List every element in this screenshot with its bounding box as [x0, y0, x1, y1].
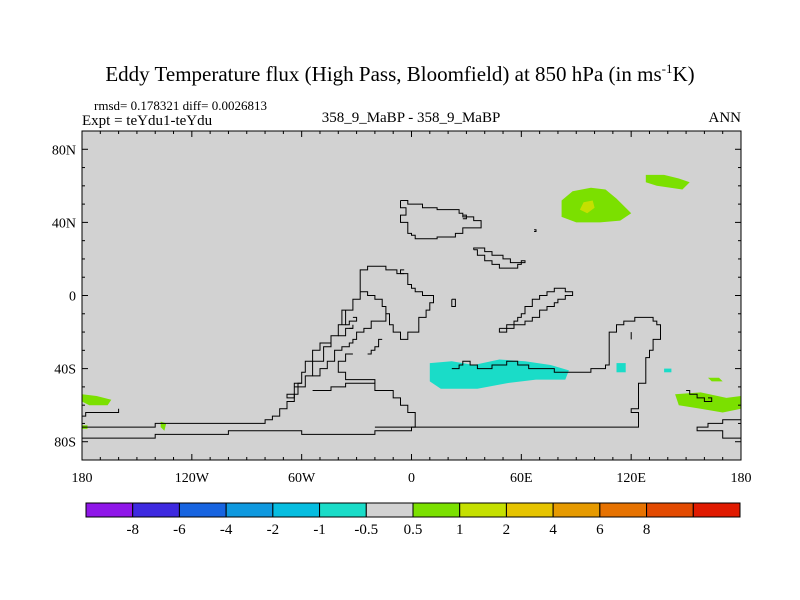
experiment-text: Expt = teYdu1-teYdu — [82, 113, 213, 129]
center-label: 358_9_MaBP - 358_9_MaBP — [322, 110, 501, 126]
colorbar-label-8: 2 — [503, 522, 511, 538]
colorbar-box-9 — [505, 502, 554, 518]
coastline-7 — [82, 382, 416, 439]
anomaly-region-2 — [645, 174, 690, 190]
y-tick-label-0: 80N — [52, 143, 76, 158]
x-tick-label-0: 180 — [72, 471, 93, 486]
coastline-5 — [82, 382, 302, 428]
axis-ticks: 180 120W 60W 0 60E 120E 180 80N 40N 0 40S 80S — [52, 130, 752, 486]
coastline-8 — [337, 353, 376, 384]
colorbar: -8 -6 -4 -2 -1 -0.5 0.5 1 2 4 6 8 — [85, 502, 741, 538]
colorbar-box-12 — [646, 502, 694, 518]
colorbar-box-8 — [459, 502, 507, 518]
anomaly-region-4 — [616, 363, 626, 373]
coastline-19 — [451, 298, 456, 307]
anomaly-region-7 — [82, 394, 112, 406]
anomaly-region-0 — [561, 187, 632, 223]
coastline-20 — [462, 214, 467, 220]
coastline-11 — [367, 338, 383, 355]
y-tick-label-3: 40S — [54, 363, 76, 378]
x-tick-label-5: 120E — [616, 471, 646, 486]
coastline-17 — [400, 269, 405, 275]
x-tick-label-2: 60W — [288, 471, 316, 486]
coastline-18 — [498, 287, 574, 333]
colorbar-label-7: 1 — [456, 522, 464, 538]
coastline-9 — [345, 316, 358, 326]
colorbar-label-1: -6 — [173, 522, 186, 538]
title-superscript: -1 — [662, 61, 673, 76]
coastline-16 — [696, 419, 741, 439]
colorbar-box-3 — [225, 502, 274, 518]
y-tick-label-4: 80S — [54, 436, 76, 451]
stats-text: rmsd= 0.178321 diff= 0.0026813 — [94, 98, 267, 113]
colorbar-label-0: -8 — [126, 522, 139, 538]
coastline-13 — [374, 316, 661, 428]
colorbar-label-9: 4 — [549, 522, 557, 538]
anomaly-region-1 — [579, 200, 595, 214]
coastline-14 — [82, 408, 120, 417]
colorbar-label-2: -4 — [220, 522, 233, 538]
y-tick-label-2: 0 — [69, 290, 76, 305]
coastline-1 — [473, 247, 526, 269]
coastline-15 — [686, 390, 713, 402]
coastline-outlines — [82, 200, 741, 439]
colorbar-label-6: 0.5 — [404, 522, 423, 538]
colorbar-box-0 — [85, 502, 134, 518]
colorbar-label-5: -0.5 — [354, 522, 378, 538]
colorbar-label-3: -2 — [267, 522, 280, 538]
colorbar-box-11 — [599, 502, 648, 518]
colorbar-label-11: 8 — [643, 522, 651, 538]
coastline-2 — [534, 229, 537, 232]
x-tick-label-4: 60E — [510, 471, 533, 486]
colorbar-box-4 — [272, 502, 321, 518]
chart-title: Eddy Temperature flux (High Pass, Bloomf… — [105, 61, 694, 86]
anomaly-region-6 — [675, 392, 741, 413]
coastline-0 — [400, 200, 482, 240]
season-label: ANN — [709, 110, 742, 126]
title-main: Eddy Temperature flux (High Pass, Bloomf… — [105, 62, 661, 86]
colorbar-box-1 — [132, 502, 180, 518]
colorbar-box-2 — [178, 502, 227, 518]
coastline-3 — [359, 265, 434, 340]
colorbar-box-10 — [552, 502, 601, 518]
colorbar-box-7 — [412, 502, 461, 518]
colorbar-label-10: 6 — [596, 522, 604, 538]
coastline-4 — [286, 291, 361, 399]
anomaly-region-8 — [708, 377, 723, 382]
anomaly-regions — [82, 174, 741, 431]
plot-background — [82, 131, 741, 460]
coastline-6 — [312, 313, 387, 377]
anomaly-region-3 — [429, 359, 569, 389]
y-tick-label-1: 40N — [52, 216, 76, 231]
colorbar-box-13 — [692, 502, 741, 518]
x-tick-label-1: 120W — [175, 471, 210, 486]
coastline-12 — [338, 327, 353, 337]
title-suffix: K) — [672, 62, 694, 86]
colorbar-label-4: -1 — [313, 522, 326, 538]
x-tick-label-6: 180 — [731, 471, 752, 486]
colorbar-box-6 — [365, 502, 414, 518]
colorbar-box-5 — [319, 502, 367, 518]
x-tick-label-3: 0 — [408, 471, 415, 486]
anomaly-region-5 — [664, 368, 672, 373]
